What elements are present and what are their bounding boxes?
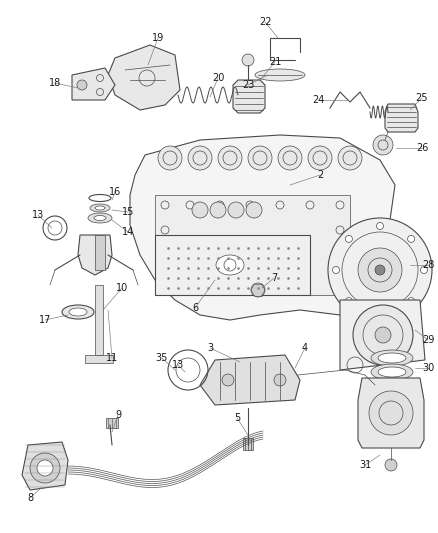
Circle shape <box>420 266 427 273</box>
Text: 21: 21 <box>269 57 281 67</box>
Polygon shape <box>233 80 265 113</box>
Circle shape <box>353 305 413 365</box>
Text: 3: 3 <box>207 343 213 353</box>
Text: 4: 4 <box>302 343 308 353</box>
Ellipse shape <box>378 353 406 363</box>
Circle shape <box>346 297 353 305</box>
Circle shape <box>408 236 415 243</box>
Polygon shape <box>358 378 424 448</box>
Circle shape <box>373 135 393 155</box>
Text: 28: 28 <box>422 260 434 270</box>
Polygon shape <box>108 45 180 110</box>
Text: 26: 26 <box>416 143 428 153</box>
Circle shape <box>192 202 208 218</box>
Text: 13: 13 <box>172 360 184 370</box>
Text: 20: 20 <box>212 73 224 83</box>
Circle shape <box>385 459 397 471</box>
Circle shape <box>328 218 432 322</box>
Circle shape <box>338 146 362 170</box>
Ellipse shape <box>95 206 105 210</box>
Polygon shape <box>72 68 115 100</box>
Circle shape <box>158 146 182 170</box>
Ellipse shape <box>90 204 110 212</box>
Text: 19: 19 <box>152 33 164 43</box>
Circle shape <box>210 202 226 218</box>
Polygon shape <box>155 235 310 295</box>
Text: 2: 2 <box>317 170 323 180</box>
Ellipse shape <box>69 308 87 316</box>
Circle shape <box>278 146 302 170</box>
Circle shape <box>37 460 53 476</box>
Text: 22: 22 <box>259 17 271 27</box>
Bar <box>106 418 118 428</box>
Circle shape <box>369 391 413 435</box>
Text: 7: 7 <box>271 273 277 283</box>
Circle shape <box>228 202 244 218</box>
Text: 11: 11 <box>106 353 118 363</box>
Text: 30: 30 <box>422 363 434 373</box>
Polygon shape <box>130 135 395 320</box>
Polygon shape <box>385 104 418 132</box>
Text: 17: 17 <box>39 315 51 325</box>
Text: 25: 25 <box>416 93 428 103</box>
Bar <box>85 355 113 363</box>
Text: 23: 23 <box>242 80 254 90</box>
Circle shape <box>377 222 384 230</box>
Text: 15: 15 <box>122 207 134 217</box>
Circle shape <box>408 297 415 305</box>
Circle shape <box>346 236 353 243</box>
Ellipse shape <box>371 364 413 380</box>
Text: 16: 16 <box>109 187 121 197</box>
Circle shape <box>251 283 265 297</box>
Bar <box>95 235 105 270</box>
Text: 13: 13 <box>32 210 44 220</box>
Ellipse shape <box>371 350 413 366</box>
Bar <box>243 438 253 450</box>
Text: 18: 18 <box>49 78 61 88</box>
Ellipse shape <box>371 378 413 394</box>
Circle shape <box>248 146 272 170</box>
Circle shape <box>242 54 254 66</box>
Text: 29: 29 <box>422 335 434 345</box>
Circle shape <box>30 453 60 483</box>
Circle shape <box>377 311 384 318</box>
Circle shape <box>358 248 402 292</box>
Polygon shape <box>22 442 68 490</box>
Text: 24: 24 <box>312 95 324 105</box>
Circle shape <box>218 146 242 170</box>
Circle shape <box>77 80 87 90</box>
Circle shape <box>188 146 212 170</box>
Ellipse shape <box>62 305 94 319</box>
Ellipse shape <box>378 381 406 391</box>
Circle shape <box>332 266 339 273</box>
Text: 5: 5 <box>234 413 240 423</box>
Text: 9: 9 <box>115 410 121 420</box>
Polygon shape <box>340 300 425 370</box>
Bar <box>155 195 350 295</box>
Text: 31: 31 <box>359 460 371 470</box>
Ellipse shape <box>378 367 406 377</box>
Text: 8: 8 <box>27 493 33 503</box>
Ellipse shape <box>94 215 106 221</box>
Circle shape <box>375 327 391 343</box>
Circle shape <box>375 265 385 275</box>
Text: 14: 14 <box>122 227 134 237</box>
Circle shape <box>308 146 332 170</box>
Circle shape <box>274 374 286 386</box>
Polygon shape <box>200 355 300 405</box>
Circle shape <box>222 374 234 386</box>
Bar <box>95 285 103 355</box>
Text: 6: 6 <box>192 303 198 313</box>
Circle shape <box>246 202 262 218</box>
Ellipse shape <box>255 69 305 81</box>
Ellipse shape <box>216 255 244 275</box>
Text: 35: 35 <box>156 353 168 363</box>
Text: 10: 10 <box>116 283 128 293</box>
Polygon shape <box>78 235 112 275</box>
Ellipse shape <box>88 213 112 223</box>
